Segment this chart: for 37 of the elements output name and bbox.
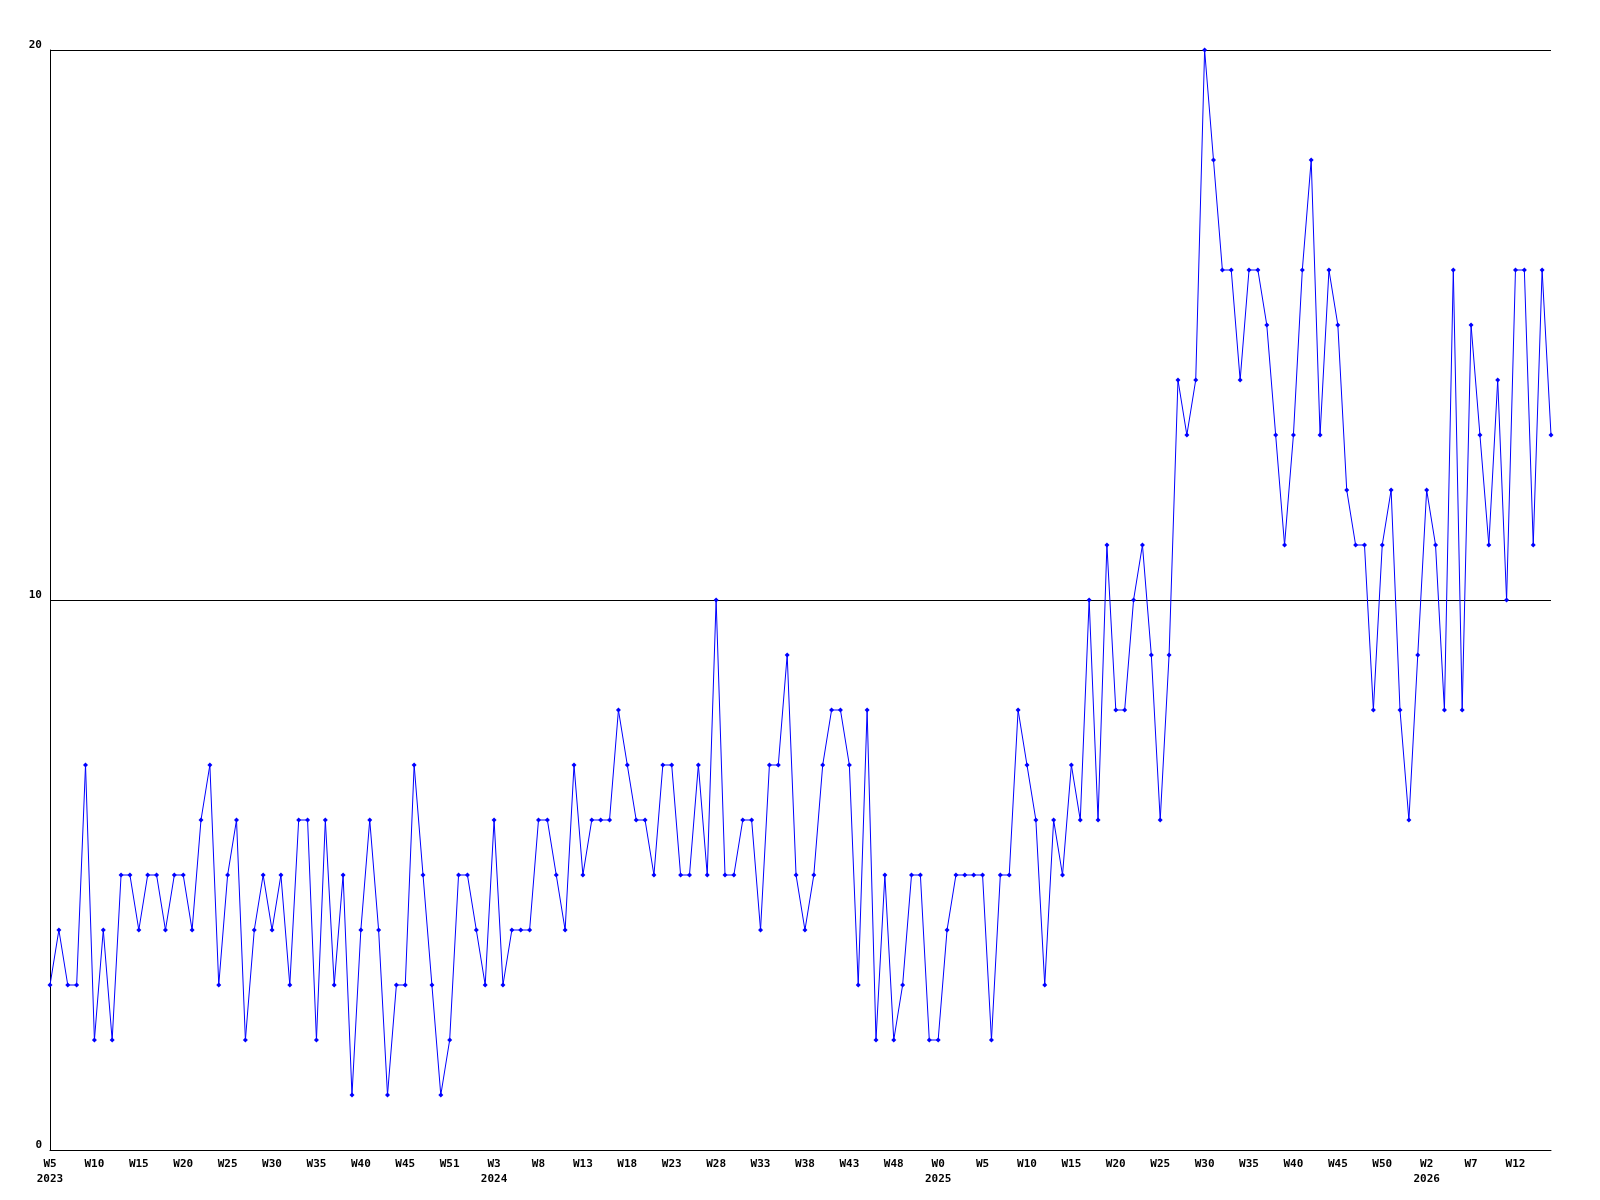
x-tick-label: W45 bbox=[395, 1157, 416, 1170]
x-tick-label: W48 bbox=[883, 1157, 904, 1170]
x-tick-label: W15 bbox=[128, 1157, 149, 1170]
x-tick-label: W18 bbox=[617, 1157, 638, 1170]
x-tick-label: W43 bbox=[839, 1157, 860, 1170]
x-tick-label: W3 2024 bbox=[480, 1157, 508, 1185]
x-tick-label: W5 2023 bbox=[36, 1157, 64, 1185]
x-tick-label: W13 bbox=[572, 1157, 593, 1170]
x-tick-label: W38 bbox=[795, 1157, 815, 1170]
x-tick-label: W25 bbox=[217, 1157, 238, 1170]
x-tick-label: W33 bbox=[750, 1157, 771, 1170]
x-tick-label: W5 bbox=[975, 1157, 990, 1170]
x-tick-label: W51 bbox=[439, 1157, 460, 1170]
x-tick-label: W10 bbox=[84, 1157, 105, 1170]
x-tick-label: W12 bbox=[1505, 1157, 1526, 1170]
y-tick-label: 20 bbox=[28, 38, 42, 51]
x-tick-label: W23 bbox=[661, 1157, 682, 1170]
x-tick-label: W15 bbox=[1061, 1157, 1082, 1170]
y-tick-label: 10 bbox=[28, 588, 42, 601]
x-tick-label: W20 bbox=[1105, 1157, 1126, 1170]
x-tick-label: W45 bbox=[1327, 1157, 1348, 1170]
x-tick-label: W40 bbox=[350, 1157, 371, 1170]
x-tick-label: W10 bbox=[1017, 1157, 1037, 1170]
x-tick-label: W25 bbox=[1150, 1157, 1171, 1170]
x-tick-label: W2 2026 bbox=[1413, 1157, 1441, 1185]
x-tick-label: W40 bbox=[1283, 1157, 1304, 1170]
y-tick-label: 0 bbox=[35, 1138, 42, 1151]
x-tick-label: W28 bbox=[706, 1157, 727, 1170]
x-tick-label: W0 2025 bbox=[924, 1157, 952, 1185]
x-tick-label: W30 bbox=[262, 1157, 282, 1170]
x-tick-label: W35 bbox=[1239, 1157, 1259, 1170]
x-tick-label: W7 bbox=[1464, 1157, 1478, 1170]
x-tick-label: W50 bbox=[1372, 1157, 1393, 1170]
x-tick-label: W35 bbox=[306, 1157, 327, 1170]
x-tick-label: W8 bbox=[531, 1157, 546, 1170]
x-tick-label: W20 bbox=[173, 1157, 194, 1170]
x-tick-label: W30 bbox=[1194, 1157, 1215, 1170]
